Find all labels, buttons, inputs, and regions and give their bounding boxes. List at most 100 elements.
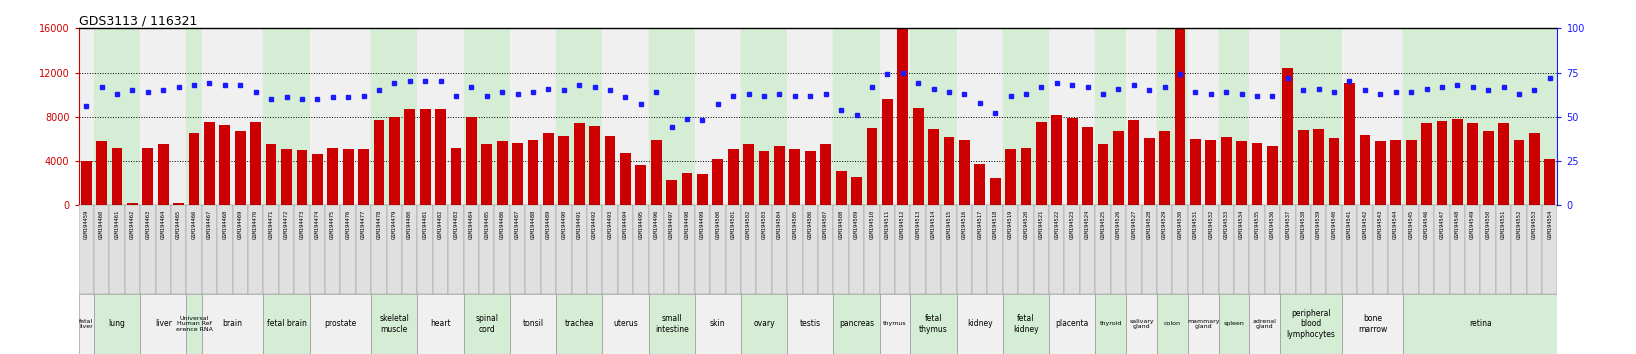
Bar xyxy=(1003,294,1049,354)
Bar xyxy=(263,205,278,294)
Bar xyxy=(1111,205,1126,294)
Text: GSM194535: GSM194535 xyxy=(1255,210,1260,239)
Text: GSM194553: GSM194553 xyxy=(1531,210,1536,239)
Bar xyxy=(188,133,200,205)
Bar xyxy=(910,28,957,205)
Text: GSM194490: GSM194490 xyxy=(561,210,566,239)
Bar xyxy=(1418,205,1435,294)
Text: GSM194483: GSM194483 xyxy=(453,210,458,239)
Text: testis: testis xyxy=(800,319,821,329)
Text: GSM194514: GSM194514 xyxy=(931,210,936,239)
Bar xyxy=(404,109,416,205)
Bar xyxy=(602,205,618,294)
Bar xyxy=(1202,205,1219,294)
Bar xyxy=(926,205,941,294)
Bar xyxy=(1096,28,1126,205)
Text: small
intestine: small intestine xyxy=(654,314,689,333)
Bar xyxy=(944,137,954,205)
Text: GSM194472: GSM194472 xyxy=(285,210,290,239)
Text: GDS3113 / 116321: GDS3113 / 116321 xyxy=(79,14,196,27)
Bar xyxy=(1499,124,1508,205)
Bar xyxy=(1314,129,1324,205)
Bar xyxy=(1481,205,1495,294)
Text: GSM194481: GSM194481 xyxy=(422,210,427,239)
Text: GSM194525: GSM194525 xyxy=(1101,210,1106,239)
Bar xyxy=(849,205,864,294)
Bar xyxy=(957,28,1003,205)
Bar xyxy=(682,173,692,205)
Bar xyxy=(93,205,110,294)
Text: GSM194549: GSM194549 xyxy=(1471,210,1476,239)
Bar xyxy=(1342,294,1404,354)
Bar xyxy=(651,140,661,205)
Bar xyxy=(170,205,187,294)
Bar xyxy=(1098,144,1109,205)
Text: GSM194500: GSM194500 xyxy=(715,210,720,239)
Bar xyxy=(1188,294,1219,354)
Text: GSM194526: GSM194526 xyxy=(1116,210,1121,239)
Bar xyxy=(463,28,510,205)
Bar xyxy=(743,144,754,205)
Text: GSM194501: GSM194501 xyxy=(731,210,736,239)
Text: GSM194484: GSM194484 xyxy=(470,210,474,239)
Bar xyxy=(1206,140,1216,205)
Bar xyxy=(1220,137,1232,205)
Bar xyxy=(790,149,800,205)
Text: GSM194506: GSM194506 xyxy=(808,210,813,239)
Text: Universal
Human Ref
erence RNA: Universal Human Ref erence RNA xyxy=(175,316,213,332)
Bar xyxy=(957,205,972,294)
Bar xyxy=(1404,205,1418,294)
Text: peripheral
blood
lymphocytes: peripheral blood lymphocytes xyxy=(1286,309,1335,339)
Text: fetal
kidney: fetal kidney xyxy=(1013,314,1039,333)
Text: GSM194534: GSM194534 xyxy=(1238,210,1243,239)
Bar xyxy=(1342,205,1358,294)
Text: GSM194470: GSM194470 xyxy=(254,210,258,239)
Bar xyxy=(201,294,263,354)
Text: spleen: spleen xyxy=(1224,321,1245,326)
Text: fetal
liver: fetal liver xyxy=(79,319,93,329)
Bar xyxy=(80,161,92,205)
Text: GSM194527: GSM194527 xyxy=(1132,210,1137,239)
Bar xyxy=(1157,294,1188,354)
Text: GSM194544: GSM194544 xyxy=(1394,210,1399,239)
Bar xyxy=(434,205,448,294)
Bar xyxy=(571,205,587,294)
Bar xyxy=(1018,205,1034,294)
Bar xyxy=(620,153,631,205)
Bar xyxy=(648,28,695,205)
Text: thyroid: thyroid xyxy=(1099,321,1122,326)
Bar xyxy=(1435,205,1449,294)
Text: GSM194479: GSM194479 xyxy=(393,210,398,239)
Bar xyxy=(157,144,169,205)
Text: GSM194524: GSM194524 xyxy=(1085,210,1090,239)
Bar xyxy=(1219,28,1250,205)
Bar xyxy=(1464,205,1481,294)
Bar xyxy=(1096,205,1111,294)
Bar xyxy=(512,143,524,205)
Text: GSM194511: GSM194511 xyxy=(885,210,890,239)
Text: GSM194536: GSM194536 xyxy=(1270,210,1274,239)
Text: GSM194482: GSM194482 xyxy=(438,210,443,239)
Bar xyxy=(1482,131,1494,205)
Bar xyxy=(249,205,263,294)
Text: GSM194541: GSM194541 xyxy=(1346,210,1351,239)
Bar xyxy=(695,205,710,294)
Text: retina: retina xyxy=(1469,319,1492,329)
Bar xyxy=(1405,140,1417,205)
Bar xyxy=(1219,294,1250,354)
Bar xyxy=(1067,118,1078,205)
Text: GSM194537: GSM194537 xyxy=(1286,210,1291,239)
Bar xyxy=(602,28,648,205)
Text: GSM194507: GSM194507 xyxy=(823,210,828,239)
Bar xyxy=(141,205,155,294)
Text: GSM194516: GSM194516 xyxy=(962,210,967,239)
Text: liver: liver xyxy=(155,319,172,329)
Bar xyxy=(959,140,970,205)
Bar xyxy=(124,205,141,294)
Text: salivary
gland: salivary gland xyxy=(1129,319,1153,329)
Text: GSM194473: GSM194473 xyxy=(299,210,304,239)
Text: GSM194495: GSM194495 xyxy=(638,210,643,239)
Bar xyxy=(1544,159,1556,205)
Bar xyxy=(510,28,556,205)
Bar xyxy=(1373,205,1387,294)
